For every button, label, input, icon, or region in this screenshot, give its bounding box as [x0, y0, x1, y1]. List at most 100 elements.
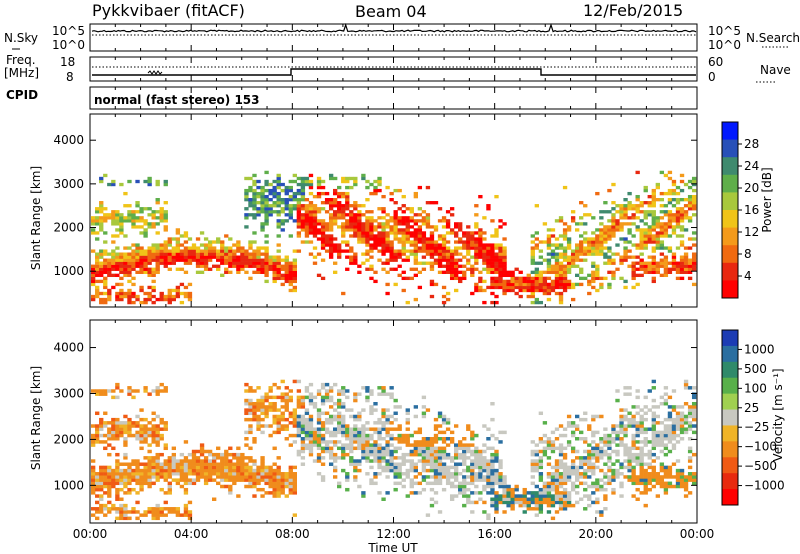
velocity-cell — [421, 405, 427, 409]
velocity-cell — [324, 395, 330, 400]
velocity-cell — [417, 472, 423, 476]
power-cell — [272, 270, 277, 274]
power-cell — [401, 204, 406, 208]
velocity-cell — [361, 494, 366, 498]
velocity-cell — [449, 472, 455, 476]
power-cell — [667, 170, 673, 175]
velocity-cell — [151, 459, 156, 463]
velocity-cell — [139, 481, 144, 486]
power-cell — [244, 198, 249, 202]
velocity-cell — [216, 481, 221, 486]
velocity-cell — [429, 440, 435, 444]
velocity-cell — [454, 424, 459, 428]
power-cell — [260, 270, 265, 274]
power-cell — [199, 243, 205, 247]
power-cell — [377, 216, 382, 220]
power-cell — [429, 231, 435, 235]
power-cell — [445, 210, 451, 214]
power-cell — [131, 252, 136, 256]
power-cell — [667, 246, 673, 250]
power-cell — [683, 258, 689, 262]
velocity-cell — [353, 430, 358, 435]
power-cell — [139, 264, 144, 268]
power-ylabel: Slant Range [km] — [29, 166, 43, 270]
power-cell — [575, 228, 580, 232]
velocity-cell — [320, 433, 326, 438]
velocity-cell — [587, 468, 592, 473]
velocity-cell — [256, 386, 261, 390]
power-cell — [135, 294, 140, 299]
velocity-cell — [474, 462, 479, 466]
power-cell — [421, 249, 427, 253]
velocity-cell — [587, 459, 592, 463]
power-cell — [433, 201, 439, 205]
velocity-cell — [216, 468, 221, 473]
velocity-cell — [445, 427, 451, 431]
velocity-cell — [575, 449, 580, 454]
velocity-cell — [361, 386, 366, 390]
velocity-cell — [445, 452, 451, 457]
power-cell — [591, 264, 596, 268]
power-cell — [591, 273, 596, 278]
power-cell — [546, 261, 552, 265]
velocity-cell — [538, 478, 544, 482]
power-cell — [268, 267, 273, 271]
cpid-label: CPID — [6, 88, 38, 102]
velocity-cell — [228, 491, 233, 495]
power-ytick-label: 3000 — [53, 177, 84, 191]
power-ytick-label: 2000 — [53, 221, 84, 235]
velocity-cell — [288, 411, 293, 416]
power-cell — [288, 234, 293, 238]
power-cell — [191, 255, 197, 259]
power-cell — [651, 228, 656, 232]
velocity-cell — [272, 494, 277, 498]
velocity-cell — [268, 408, 273, 412]
power-cell — [111, 273, 116, 278]
velocity-cell — [498, 500, 503, 505]
power-cell — [667, 267, 673, 271]
velocity-cell — [95, 484, 100, 489]
power-cell — [397, 231, 402, 235]
power-cell — [401, 249, 406, 253]
velocity-cell — [212, 468, 217, 473]
power-cell — [280, 182, 285, 187]
velocity-cell — [603, 452, 608, 457]
power-cell — [103, 276, 108, 281]
power-cell — [643, 261, 648, 265]
velocity-cell — [179, 472, 185, 476]
power-cell — [421, 216, 427, 220]
power-cell — [490, 246, 495, 250]
power-cell — [675, 210, 681, 214]
velocity-cell — [337, 424, 342, 428]
power-cell — [377, 249, 382, 253]
power-cell — [494, 246, 499, 250]
velocity-cell — [95, 481, 100, 486]
power-cell — [316, 252, 322, 256]
power-cell — [203, 264, 209, 268]
power-cell — [591, 237, 596, 241]
power-cell — [627, 222, 632, 226]
power-cell — [675, 264, 681, 268]
power-cell — [611, 219, 616, 223]
velocity-cell — [256, 405, 261, 409]
velocity-cell — [462, 494, 467, 498]
velocity-cell — [111, 472, 116, 476]
velocity-cell — [228, 478, 233, 482]
power-cell — [248, 201, 253, 205]
power-cell — [421, 255, 427, 259]
velocity-cell — [603, 427, 608, 431]
power-cell — [345, 255, 350, 259]
velocity-cell — [675, 433, 681, 438]
power-cell — [441, 219, 447, 223]
power-cell — [639, 273, 644, 278]
velocity-cell — [587, 427, 592, 431]
velocity-cell — [631, 475, 636, 479]
power-cell — [405, 219, 410, 223]
velocity-cell — [159, 513, 164, 517]
power-cell — [373, 188, 378, 193]
power-cell — [316, 179, 322, 184]
power-cell — [99, 219, 104, 223]
velocity-cell — [429, 437, 435, 441]
power-cell — [365, 240, 370, 244]
velocity-cell — [639, 472, 644, 476]
